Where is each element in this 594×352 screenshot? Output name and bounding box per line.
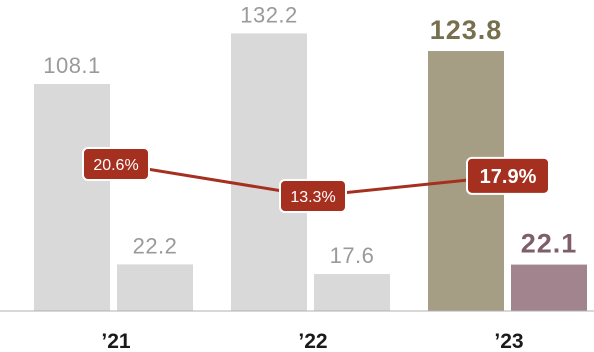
percentage-badge-1 xyxy=(279,179,347,213)
percentage-line-layer: 20.6% 13.3% 17.9% xyxy=(82,147,550,213)
value-label-secondary-0: 22.2 xyxy=(133,233,178,258)
x-axis-ticks: ’21 ’22 ’23 xyxy=(101,330,523,352)
value-label-primary-2: 123.8 xyxy=(430,15,503,45)
value-label-secondary-1: 17.6 xyxy=(330,243,375,268)
bar-secondary-2 xyxy=(511,264,587,311)
percentage-label-2: 17.9% xyxy=(480,166,537,188)
x-tick-label-0: ’21 xyxy=(101,330,131,352)
bar-primary-1 xyxy=(231,33,307,311)
x-tick-label-1: ’22 xyxy=(298,330,327,352)
bar-secondary-0 xyxy=(117,264,193,311)
value-label-primary-0: 108.1 xyxy=(43,53,101,78)
value-label-primary-1: 132.2 xyxy=(240,2,298,27)
x-tick-label-2: ’23 xyxy=(494,330,523,352)
percentage-badge-0 xyxy=(82,147,150,181)
percentage-badge-2 xyxy=(466,156,550,195)
value-label-secondary-2: 22.1 xyxy=(521,229,578,259)
bar-secondary-1 xyxy=(314,274,390,311)
value-labels-layer: 108.1 132.2 123.8 22.2 17.6 22.1 xyxy=(43,2,578,268)
percentage-label-1: 13.3% xyxy=(290,189,335,206)
bar-primary-0 xyxy=(34,83,110,312)
bars-layer xyxy=(34,33,587,312)
percentage-label-0: 20.6% xyxy=(93,157,138,174)
